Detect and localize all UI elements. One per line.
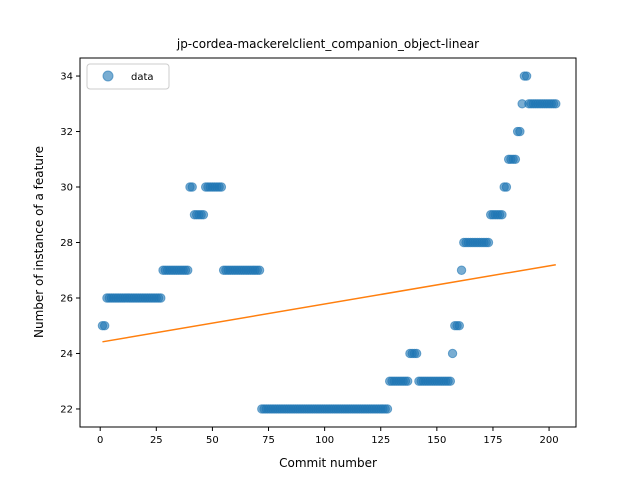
data-point xyxy=(454,321,464,331)
data-point xyxy=(402,376,413,386)
x-tick-label: 175 xyxy=(483,435,502,446)
data-point xyxy=(501,182,512,192)
data-point xyxy=(515,126,525,137)
data-point xyxy=(156,293,166,303)
data-point xyxy=(382,404,393,414)
legend: data xyxy=(86,63,170,90)
data-point xyxy=(254,265,265,275)
data-point xyxy=(456,265,467,275)
data-point xyxy=(99,321,110,331)
data-point xyxy=(216,182,227,192)
y-tick-label: 32 xyxy=(60,127,73,138)
data-point xyxy=(198,210,209,220)
data-point xyxy=(183,265,193,275)
x-tick-label: 25 xyxy=(150,435,163,446)
linear-fit-line xyxy=(102,263,556,343)
chart-title: jp-cordea-mackerelclient_companion_objec… xyxy=(176,37,479,51)
y-axis-label: Number of instance of a feature xyxy=(32,146,46,338)
legend-marker xyxy=(102,70,114,82)
x-tick-label: 0 xyxy=(97,435,103,446)
data-point xyxy=(447,348,458,359)
y-tick-label: 34 xyxy=(60,72,73,83)
legend-box xyxy=(86,63,170,90)
y-tick-label: 24 xyxy=(60,349,73,360)
x-tick-label: 50 xyxy=(206,435,219,446)
y-tick-label: 28 xyxy=(60,238,73,249)
data-point xyxy=(483,237,494,248)
data-point xyxy=(497,210,507,220)
x-tick-label: 125 xyxy=(371,435,390,446)
plot-area xyxy=(97,71,561,414)
data-point xyxy=(187,182,197,192)
data-point xyxy=(510,154,521,164)
x-tick-label: 150 xyxy=(427,435,446,446)
legend-label-data: data xyxy=(131,72,154,83)
axis-ticks: 0 25 50 75 100 125 150 175 200 22 24 26 28 30 32 34 xyxy=(60,72,558,446)
data-point xyxy=(551,99,561,109)
y-tick-label: 26 xyxy=(60,293,73,304)
x-axis-label: Commit number xyxy=(279,456,377,470)
data-point xyxy=(445,376,456,386)
data-point xyxy=(411,348,422,359)
x-tick-label: 75 xyxy=(262,435,275,446)
data-point xyxy=(521,71,532,81)
y-tick-label: 30 xyxy=(60,183,73,194)
x-tick-label: 100 xyxy=(315,435,334,446)
x-tick-label: 200 xyxy=(540,435,559,446)
y-tick-label: 22 xyxy=(60,404,73,415)
